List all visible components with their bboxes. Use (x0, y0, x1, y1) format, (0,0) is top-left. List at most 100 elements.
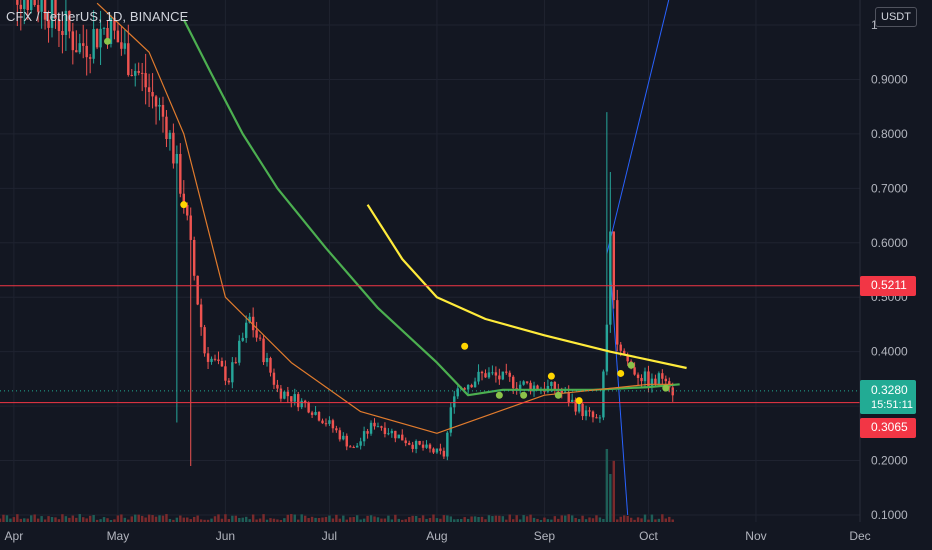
candle-body (369, 422, 373, 434)
volume-bar (300, 514, 303, 522)
candle-body (359, 441, 362, 446)
candle-body (380, 426, 383, 428)
volume-bar (57, 519, 61, 522)
volume-bar (40, 516, 43, 522)
volume-bar (643, 514, 647, 522)
candle-body (286, 391, 290, 397)
volume-bar (546, 519, 550, 522)
candle-body (584, 410, 588, 417)
candle-body (186, 204, 189, 216)
candle-body (33, 0, 36, 5)
volume-bar (19, 518, 23, 522)
volume-bar (494, 515, 498, 522)
volume-bar (61, 514, 64, 522)
candle-body (335, 428, 338, 431)
volume-bar (196, 515, 199, 522)
volume-bar (439, 518, 442, 522)
candle-body (633, 367, 636, 375)
candle-body (95, 29, 99, 48)
candle-body (636, 374, 640, 378)
candle-body (57, 18, 61, 32)
candle-body (29, 0, 33, 10)
candle-body (64, 10, 68, 36)
candle-body (498, 375, 501, 380)
candle-body (654, 378, 657, 384)
volume-bar (421, 515, 425, 522)
volume-bar (359, 519, 362, 522)
volume-bar (636, 517, 640, 522)
candle-body (432, 448, 435, 453)
volume-bar (227, 519, 231, 522)
volume-bar (574, 517, 577, 522)
volume-bar (130, 516, 133, 522)
candle-body (626, 354, 629, 362)
time-tick-label: Nov (745, 529, 766, 543)
candle-body (137, 70, 140, 73)
volume-bar (199, 519, 203, 522)
volume-bar (2, 514, 5, 522)
volume-bar (553, 516, 557, 522)
price-tick-label: 0.1000 (871, 508, 908, 522)
volume-bar (283, 518, 286, 522)
candle-body (407, 443, 411, 445)
time-axis: Apr May Jun Jul Aug Sep Oct Nov Dec (5, 529, 871, 543)
volume-bar (210, 518, 213, 522)
volume-bar (317, 518, 321, 522)
volume-bar (47, 516, 50, 522)
candle-body (43, 0, 47, 20)
volume-bar (668, 516, 671, 522)
volume-bar (435, 518, 439, 522)
volume-bar (172, 519, 175, 522)
candle-body (290, 396, 293, 402)
candle-body (127, 43, 130, 75)
volume-bar (154, 516, 158, 522)
volume-bar (616, 519, 619, 522)
price-tick-label: 0.4000 (871, 345, 908, 359)
volume-bar (95, 519, 99, 522)
candle-body (567, 391, 570, 403)
candle-body (310, 412, 314, 415)
signal-marker (495, 391, 503, 399)
volume-bar (442, 515, 446, 522)
volume-bar (484, 519, 487, 522)
volume-bar (165, 514, 168, 522)
candle-body (75, 50, 78, 53)
volume-bar (123, 517, 127, 522)
volume-bar (234, 515, 238, 522)
volume-bar (654, 519, 657, 522)
volume-bar (262, 514, 265, 522)
candle-body (147, 87, 151, 92)
candle-body (505, 371, 508, 373)
volume-bar (251, 514, 255, 522)
ma-line-1 (366, 204, 687, 370)
volume-bar (0, 518, 2, 522)
candle-body (140, 72, 144, 74)
candle-body (123, 43, 127, 49)
volume-bar (366, 515, 369, 522)
currency-button[interactable]: USDT (875, 7, 917, 27)
signal-marker (627, 361, 635, 369)
volume-bar (147, 514, 151, 522)
price-tick-label: 0.9000 (871, 72, 908, 86)
candle-body (113, 17, 116, 31)
time-tick-label: Aug (426, 529, 447, 543)
volume-bar (310, 516, 314, 522)
candle-body (355, 445, 359, 448)
candle-body (269, 358, 272, 373)
candle-body (664, 378, 668, 382)
candle-body (643, 371, 647, 382)
candle-body (494, 372, 498, 376)
volume-bar (12, 517, 16, 522)
candle-body (536, 385, 539, 390)
candle-body (102, 27, 106, 29)
volume-bar (5, 515, 9, 522)
signal-marker (617, 369, 625, 377)
candle-body (477, 371, 480, 382)
candle-body (404, 440, 407, 444)
candle-body (161, 104, 165, 117)
volume-bar (349, 517, 352, 522)
candle-body (116, 30, 120, 43)
volume-bar (293, 514, 296, 522)
volume-bar (71, 515, 75, 522)
